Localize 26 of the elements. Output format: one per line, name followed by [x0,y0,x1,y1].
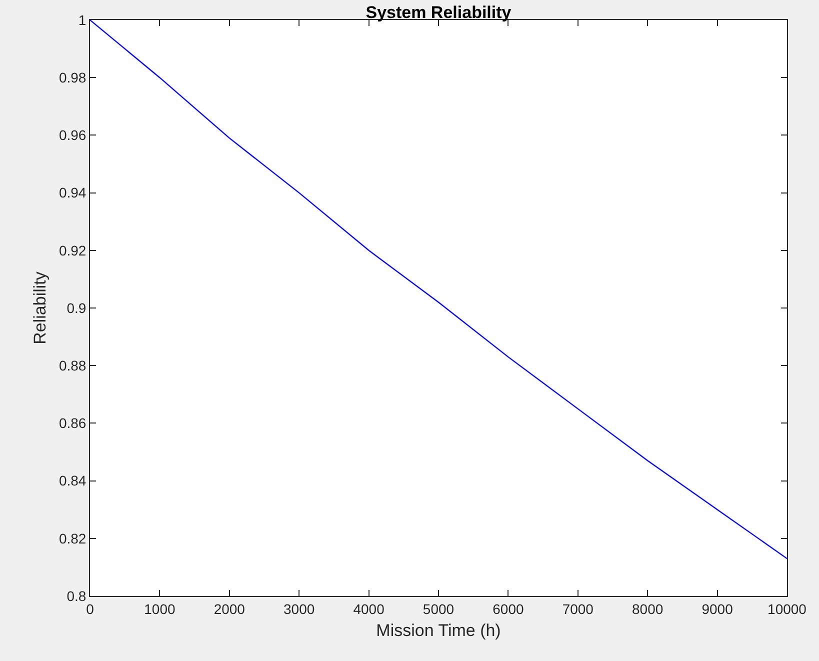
x-tick-label: 0 [86,600,94,617]
y-tick-label: 0.9 [66,300,86,316]
x-tick-label: 2000 [214,600,246,617]
chart-title: System Reliability [366,3,512,22]
y-tick-label: 0.98 [58,70,86,86]
y-axis-title: Reliability [30,271,50,344]
x-tick-label: 9000 [702,600,734,617]
x-tick-label: 8000 [632,600,664,617]
y-tick-label: 0.84 [58,472,86,489]
y-tick-label: 0.82 [58,530,86,546]
y-tick-label: 0.8 [66,588,86,604]
x-tick-label: 7000 [562,600,594,617]
y-tick-label: 0.96 [58,127,86,144]
x-tick-label: 5000 [422,600,454,617]
line-series [90,20,787,560]
y-tick-label: 0.86 [58,415,86,432]
x-tick-label: 6000 [492,600,524,617]
x-tick-label: 1000 [144,600,176,617]
y-tick-label: 0.88 [58,358,86,374]
y-tick-label: 1 [78,12,86,28]
y-tick-label: 0.94 [58,184,86,201]
y-tick-label: 0.92 [58,242,86,258]
x-tick-label: 10000 [768,600,807,617]
x-tick-label: 4000 [353,600,385,617]
x-tick-label: 3000 [284,600,315,617]
x-axis-title: Mission Time (h) [376,621,501,640]
